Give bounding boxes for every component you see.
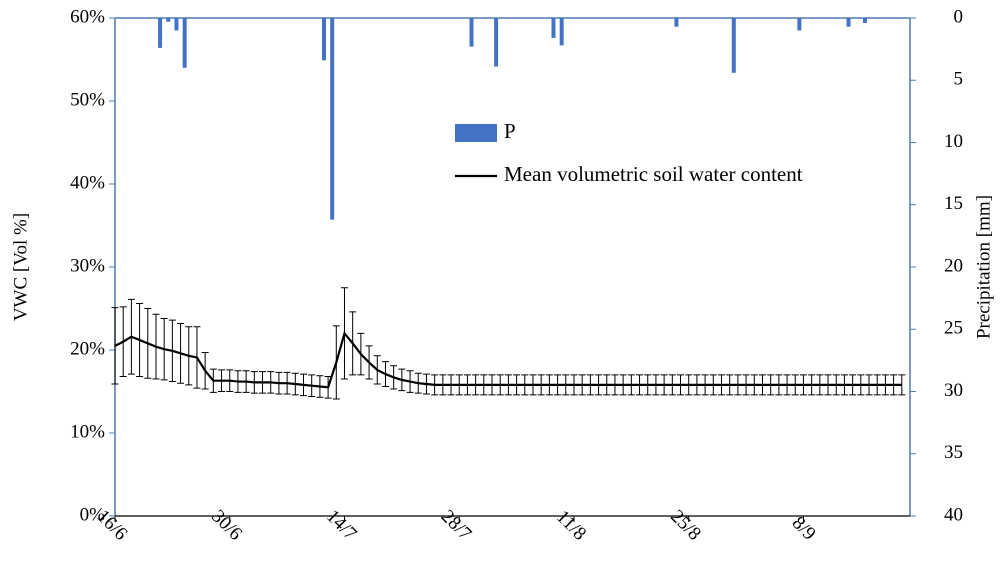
bar bbox=[330, 18, 335, 220]
y-tick-label: 60% bbox=[70, 6, 105, 27]
bar bbox=[182, 18, 187, 68]
y-tick-label: 40% bbox=[70, 172, 105, 193]
bar bbox=[674, 18, 679, 27]
line bbox=[114, 331, 902, 389]
y2-tick-label: 35 bbox=[944, 442, 963, 463]
y2-tick-label: 10 bbox=[944, 131, 963, 152]
bar bbox=[559, 18, 564, 46]
x-tick-label: 25/8 bbox=[666, 506, 705, 545]
bar bbox=[551, 18, 556, 38]
y-tick-label: 0% bbox=[80, 504, 106, 525]
y-tick-label: 10% bbox=[70, 421, 105, 442]
y2-axis-label: Precipitation [mm] bbox=[973, 195, 994, 339]
x-tick-label: 28/7 bbox=[437, 506, 476, 545]
bar bbox=[174, 18, 179, 31]
y2-tick-label: 20 bbox=[944, 255, 963, 276]
x-tick-label: 14/7 bbox=[322, 506, 361, 545]
y2-tick-label: 40 bbox=[944, 504, 963, 525]
y-tick-label: 50% bbox=[70, 89, 105, 110]
legend-label: Mean volumetric soil water content bbox=[504, 162, 803, 186]
y2-tick-label: 15 bbox=[944, 193, 963, 214]
x-tick-label: 30/6 bbox=[207, 506, 246, 545]
bar bbox=[494, 18, 499, 67]
x-tick-label: 8/9 bbox=[788, 513, 820, 545]
bar bbox=[862, 18, 867, 23]
bar bbox=[166, 18, 171, 22]
y-tick-label: 30% bbox=[70, 255, 105, 276]
bar bbox=[797, 18, 802, 31]
bar bbox=[321, 18, 326, 61]
y2-tick-label: 30 bbox=[944, 380, 963, 401]
bar bbox=[158, 18, 163, 48]
bar bbox=[469, 18, 474, 47]
legend-label: P bbox=[504, 119, 516, 143]
y2-tick-label: 0 bbox=[954, 6, 964, 27]
y2-tick-label: 25 bbox=[944, 318, 963, 339]
bar bbox=[846, 18, 851, 27]
bar bbox=[731, 18, 736, 73]
x-tick-label: 11/8 bbox=[552, 506, 590, 544]
y-axis-label: VWC [Vol %] bbox=[10, 213, 31, 321]
y2-tick-label: 5 bbox=[954, 69, 964, 90]
legend-swatch bbox=[455, 124, 497, 142]
y-tick-label: 20% bbox=[70, 338, 105, 359]
